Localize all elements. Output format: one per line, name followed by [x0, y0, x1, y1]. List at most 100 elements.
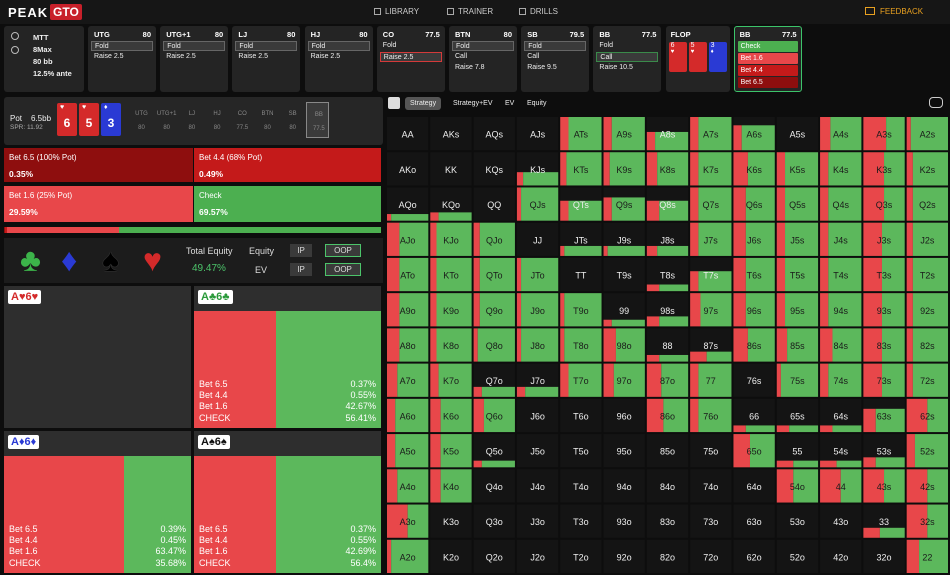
position-card[interactable]: CO 77.5 Fold Raise 2.5	[376, 26, 445, 92]
combo-panel[interactable]: A♣6♣ Bet 6.5 0.37% Bet 4.4 0.55% Bet 1.6 42.67…	[194, 286, 381, 428]
hand-cell[interactable]	[560, 257, 602, 292]
hand-cell[interactable]	[560, 469, 602, 503]
hand-cell[interactable]	[473, 504, 515, 538]
feedback[interactable]: FEEDBACK	[880, 7, 924, 16]
position-action[interactable]: Fold	[452, 41, 514, 51]
hand-cell[interactable]	[690, 434, 732, 468]
hand-cell[interactable]	[690, 504, 732, 538]
hand-cell[interactable]	[430, 504, 472, 538]
hand-cell[interactable]	[646, 469, 689, 503]
position-card[interactable]: BB 77.5 Fold Call Raise 10.5	[593, 26, 662, 92]
position-card[interactable]: UTG+1 80 Fold Raise 2.5	[160, 26, 229, 92]
position-action[interactable]: Raise 2.5	[379, 52, 442, 62]
hand-cell[interactable]	[473, 469, 515, 503]
hand-cell[interactable]	[863, 539, 905, 573]
action-summary[interactable]: Bet 4.4 (68% Pot) 0.49%	[194, 148, 381, 182]
tab[interactable]: Strategy	[405, 97, 442, 110]
position-action[interactable]: Raise 2.5	[310, 53, 341, 60]
hand-cell[interactable]	[820, 504, 862, 538]
hand-cell[interactable]	[603, 504, 645, 538]
oop-button[interactable]: OOP	[325, 244, 361, 257]
position-action[interactable]: Raise 10.5	[599, 64, 633, 71]
position-action[interactable]: Fold	[524, 41, 587, 51]
position-action[interactable]: Fold	[235, 41, 298, 51]
action-summary[interactable]: Bet 1.6 (25% Pot) 29.59%	[4, 186, 193, 222]
hand-cell[interactable]	[733, 504, 775, 538]
hand-cell[interactable]	[387, 117, 429, 151]
position-action[interactable]: Call	[455, 53, 468, 60]
hand-cell[interactable]	[646, 434, 689, 468]
hand-cell[interactable]	[603, 469, 645, 503]
active-action[interactable]: Bet 6.5	[737, 77, 798, 88]
hand-cell[interactable]	[733, 539, 775, 573]
position-action[interactable]: Raise 2.5	[94, 53, 124, 60]
hand-cell[interactable]	[516, 222, 559, 256]
active-action[interactable]: Check	[737, 41, 798, 52]
ip-button[interactable]: IP	[290, 263, 312, 276]
combo-panel[interactable]: A♦6♦ Bet 6.5 0.39% Bet 4.4 0.45% Bet 1.6 63.47…	[4, 431, 191, 573]
hand-cell[interactable]	[560, 434, 602, 468]
position-card[interactable]: SB 79.5 Fold Call Raise 9.5	[521, 26, 590, 92]
active-action[interactable]: Bet 1.6	[737, 53, 798, 64]
position-action[interactable]: Raise 2.5	[166, 53, 196, 60]
hand-cell[interactable]	[387, 152, 429, 186]
position-action[interactable]: Fold	[599, 42, 614, 49]
ip-button[interactable]: IP	[290, 244, 312, 257]
position-card[interactable]: LJ 80 Fold Raise 2.5	[232, 26, 301, 92]
hand-cell[interactable]	[603, 398, 645, 433]
action-summary[interactable]: Check 69.57%	[194, 186, 381, 222]
active-action[interactable]: Bet 4.4	[737, 65, 798, 76]
hand-cell[interactable]	[603, 539, 645, 573]
position-action[interactable]: Call	[596, 52, 659, 62]
hand-cell[interactable]	[516, 117, 559, 151]
position-action[interactable]: Fold	[163, 41, 226, 51]
hand-cell[interactable]	[776, 539, 819, 573]
hand-cell[interactable]	[516, 539, 559, 573]
hand-cell[interactable]	[776, 504, 819, 538]
position-action[interactable]: Raise 9.5	[527, 64, 557, 71]
hand-cell[interactable]	[516, 434, 559, 468]
hand-cell[interactable]	[473, 187, 515, 221]
hand-cell[interactable]	[473, 117, 515, 151]
combo-panel[interactable]: A♠6♠ Bet 6.5 0.37% Bet 4.4 0.55% Bet 1.6 42.69…	[194, 431, 381, 573]
hand-cell[interactable]	[560, 504, 602, 538]
controller-icon[interactable]	[929, 97, 943, 108]
tab[interactable]: EV	[505, 100, 515, 107]
hand-cell[interactable]	[430, 152, 472, 186]
hand-cell[interactable]	[473, 152, 515, 186]
hand-cell[interactable]	[603, 434, 645, 468]
hand-cell[interactable]	[516, 469, 559, 503]
position-card[interactable]: UTG 80 Fold Raise 2.5	[88, 26, 156, 92]
hand-cell[interactable]	[776, 117, 819, 151]
suit-filter[interactable]: ♠	[102, 242, 119, 278]
nav-item[interactable]: TRAINER	[458, 7, 494, 16]
position-card[interactable]: BTN 80 Fold Call Raise 7.8	[449, 26, 517, 92]
position-action[interactable]: Raise 2.5	[238, 53, 268, 60]
combo-panel[interactable]: A♥6♥	[4, 286, 191, 428]
hand-cell[interactable]	[646, 504, 689, 538]
position-action[interactable]: Fold	[382, 42, 397, 49]
tab[interactable]: Strategy+EV	[453, 100, 493, 107]
suit-filter[interactable]: ♥	[143, 242, 162, 278]
hand-cell[interactable]	[733, 469, 775, 503]
hand-cell[interactable]	[690, 469, 732, 503]
position-action[interactable]: Call	[527, 53, 540, 60]
action-summary[interactable]: Bet 6.5 (100% Pot) 0.35%	[4, 148, 193, 182]
hand-cell[interactable]	[516, 504, 559, 538]
active-position[interactable]: BB 77.5 Check Bet 1.6 Bet 4.4 Bet 6.5	[733, 26, 802, 92]
position-action[interactable]: Fold	[307, 41, 370, 51]
hand-cell[interactable]	[603, 257, 645, 292]
position-action[interactable]: Raise 7.8	[455, 64, 485, 71]
position-action[interactable]: Fold	[91, 41, 153, 51]
hand-cell[interactable]	[430, 117, 472, 151]
tab[interactable]: Equity	[527, 100, 547, 107]
layout-toggle[interactable]	[388, 97, 400, 109]
position-card[interactable]: HJ 80 Fold Raise 2.5	[304, 26, 373, 92]
hand-cell[interactable]	[733, 363, 775, 397]
hand-cell[interactable]	[560, 539, 602, 573]
hand-cell[interactable]	[516, 398, 559, 433]
hand-cell[interactable]	[473, 539, 515, 573]
hand-cell[interactable]	[820, 539, 862, 573]
hand-cell[interactable]	[560, 398, 602, 433]
nav-item[interactable]: DRILLS	[530, 7, 559, 16]
